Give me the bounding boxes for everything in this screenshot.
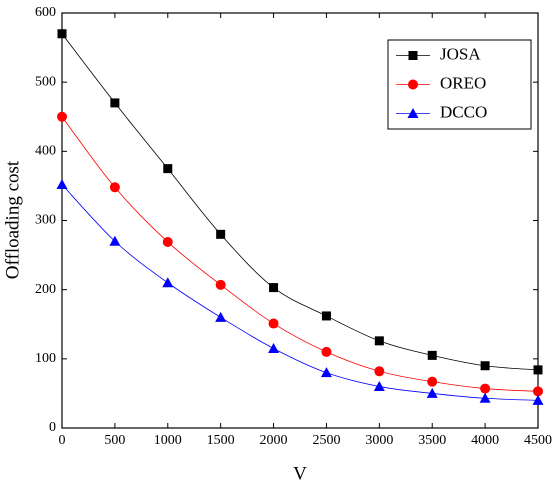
marker: [109, 235, 121, 246]
y-tick-label: 500: [35, 74, 56, 89]
x-axis-title: V: [293, 463, 307, 484]
marker: [320, 367, 332, 378]
marker: [426, 387, 438, 398]
marker: [321, 346, 332, 357]
x-tick-label: 2500: [312, 433, 340, 448]
x-tick-label: 1500: [207, 433, 235, 448]
marker: [215, 311, 227, 322]
series-line: [61, 184, 539, 401]
x-tick-label: 500: [104, 433, 125, 448]
y-tick-label: 0: [49, 420, 56, 435]
marker: [56, 179, 68, 190]
legend-label: JOSA: [440, 44, 481, 63]
y-tick-label: 600: [35, 5, 56, 20]
marker: [163, 164, 173, 174]
marker: [268, 318, 279, 329]
legend-marker: [408, 79, 418, 90]
x-tick-label: 2000: [260, 433, 288, 448]
marker: [533, 386, 543, 397]
marker: [57, 29, 67, 39]
marker: [479, 392, 491, 403]
y-tick-label: 100: [35, 351, 56, 366]
marker: [533, 365, 543, 375]
legend-label: OREO: [440, 73, 486, 92]
x-tick-label: 4000: [471, 433, 499, 448]
marker: [216, 229, 226, 239]
marker: [480, 383, 491, 394]
marker: [532, 394, 544, 405]
marker: [427, 350, 437, 360]
marker: [109, 182, 120, 193]
marker: [427, 376, 438, 387]
marker: [480, 361, 490, 371]
marker: [269, 283, 279, 293]
y-axis-title: Offloading cost: [2, 160, 23, 279]
x-tick-label: 3500: [418, 433, 446, 448]
marker: [110, 98, 120, 108]
marker: [321, 311, 331, 321]
marker: [374, 336, 384, 346]
y-tick-label: 300: [35, 213, 56, 228]
marker: [162, 236, 173, 247]
x-tick-label: 1000: [154, 433, 182, 448]
marker: [57, 111, 67, 122]
legend-marker: [407, 108, 419, 118]
legend-label: DCCO: [440, 102, 487, 121]
x-tick-label: 3000: [365, 433, 393, 448]
x-tick-label: 4500: [524, 433, 552, 448]
marker: [374, 366, 385, 377]
series-line: [61, 116, 539, 392]
marker: [162, 277, 174, 288]
x-tick-label: 0: [59, 433, 66, 448]
marker: [215, 279, 226, 290]
marker: [373, 381, 385, 391]
legend-marker: [408, 51, 418, 60]
y-tick-label: 400: [35, 144, 56, 159]
y-tick-label: 200: [35, 282, 56, 297]
marker: [268, 342, 280, 353]
